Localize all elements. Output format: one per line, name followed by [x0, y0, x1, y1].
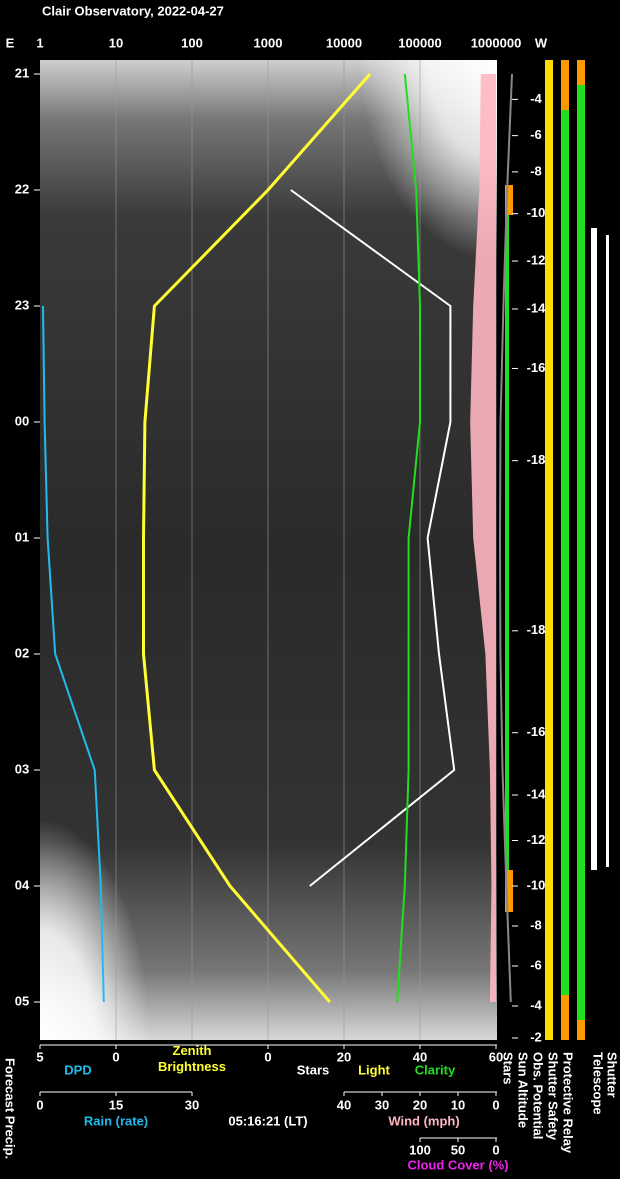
status-label: Shutter: [605, 1052, 620, 1098]
stars-status: [505, 870, 513, 912]
shutter-safety-bar: [561, 110, 569, 995]
forecast-label: Forecast Precip.: [3, 1058, 18, 1159]
cloud-label: Cloud Cover (%): [407, 1157, 508, 1172]
series-line: [142, 73, 372, 1003]
protective-relay-bar: [577, 85, 585, 1020]
bottom-tick-label: 20: [337, 1049, 351, 1064]
status-label: Shutter Safety: [546, 1052, 561, 1141]
series-line: [396, 73, 421, 1003]
bottom-tick-label: 0: [36, 1097, 43, 1112]
sun-tick-label: -12: [527, 252, 546, 267]
east-label: E: [6, 35, 15, 50]
shutter-bar: [606, 235, 609, 867]
sun-tick-label: -6: [530, 957, 542, 972]
rain-label: Rain (rate): [84, 1113, 148, 1128]
dpd-label: DPD: [64, 1062, 91, 1077]
bottom-tick-label: 15: [109, 1097, 123, 1112]
shutter-safety-bar: [561, 995, 569, 1040]
top-tick-label: 100: [181, 35, 203, 50]
sun-tick-label: -10: [527, 205, 546, 220]
stars-label: Stars: [297, 1062, 330, 1077]
top-tick-label: 100000: [398, 35, 441, 50]
top-tick-label: 1000000: [471, 35, 522, 50]
time-label: 23: [15, 297, 29, 312]
sun-tick-label: -14: [527, 786, 547, 801]
telescope-bar: [591, 228, 597, 870]
chart-title: Clair Observatory, 2022-04-27: [42, 3, 224, 18]
time-label: 22: [15, 181, 29, 196]
twilight-glow: [40, 820, 150, 1040]
bottom-tick-label: 0: [492, 1142, 499, 1157]
bottom-tick-label: 0: [492, 1097, 499, 1112]
bottom-tick-label: 20: [413, 1097, 427, 1112]
sun-tick-label: -6: [530, 127, 542, 142]
status-label: Stars: [501, 1052, 516, 1085]
west-label: W: [535, 35, 548, 50]
status-label: Obs. Potential: [531, 1052, 546, 1139]
status-label: Telescope: [591, 1052, 606, 1115]
bottom-tick-label: 30: [185, 1097, 199, 1112]
sun-tick-label: -16: [527, 724, 546, 739]
bottom-tick-label: 30: [375, 1097, 389, 1112]
brightness-label-box: Zenith Brightness: [158, 1043, 226, 1074]
top-tick-label: 1000: [254, 35, 283, 50]
status-label: Sun Altitude: [516, 1052, 531, 1128]
stars-status: [505, 215, 509, 870]
bottom-tick-label: 0: [264, 1049, 271, 1064]
protective-relay-bar: [577, 1020, 585, 1040]
bottom-tick-label: 40: [337, 1097, 351, 1112]
series-line: [499, 73, 513, 1003]
sun-tick-label: -4: [530, 997, 542, 1012]
series-line: [42, 305, 105, 1003]
top-tick-label: 10000: [326, 35, 362, 50]
bottom-tick-label: 0: [112, 1049, 119, 1064]
sun-tick-label: -4: [530, 91, 542, 106]
status-label: Protective Relay: [561, 1052, 576, 1154]
sun-tick-label: -14: [527, 300, 547, 315]
cloud-cover-area: [470, 74, 496, 1002]
time-label: 03: [15, 761, 29, 776]
protective-relay-bar: [577, 60, 585, 85]
sun-tick-label: -18: [527, 622, 546, 637]
sun-tick-label: -2: [530, 1029, 542, 1044]
bottom-tick-label: 10: [451, 1097, 465, 1112]
shutter-safety-bar: [561, 60, 569, 110]
bottom-tick-label: 60: [489, 1049, 503, 1064]
light-label: Light: [358, 1062, 390, 1077]
time-label: 00: [15, 413, 29, 428]
time-label: 02: [15, 645, 29, 660]
bottom-tick-label: 50: [451, 1142, 465, 1157]
sun-tick-label: -8: [530, 917, 542, 932]
bottom-tick-label: 100: [409, 1142, 431, 1157]
wind-label: Wind (mph): [388, 1113, 459, 1128]
obs-potential-bar: [545, 60, 553, 1040]
sun-tick-label: -12: [527, 832, 546, 847]
time-label: 21: [15, 65, 29, 80]
top-tick-label: 1: [36, 35, 43, 50]
time-label: 05: [15, 993, 29, 1008]
timestamp: 05:16:21 (LT): [228, 1113, 307, 1128]
time-label: 01: [15, 529, 29, 544]
sun-tick-label: -16: [527, 360, 546, 375]
clarity-label: Clarity: [415, 1062, 456, 1077]
stars-status: [505, 185, 513, 215]
sun-tick-label: -18: [527, 452, 546, 467]
top-tick-label: 10: [109, 35, 123, 50]
series-line: [290, 189, 456, 887]
sun-tick-label: -10: [527, 877, 546, 892]
bottom-tick-label: 5: [36, 1049, 43, 1064]
brightness-label: Zenith Brightness: [158, 1043, 226, 1074]
time-label: 04: [15, 877, 30, 892]
sun-tick-label: -8: [530, 163, 542, 178]
twilight-glow: [360, 60, 497, 260]
bottom-tick-label: 40: [413, 1049, 427, 1064]
